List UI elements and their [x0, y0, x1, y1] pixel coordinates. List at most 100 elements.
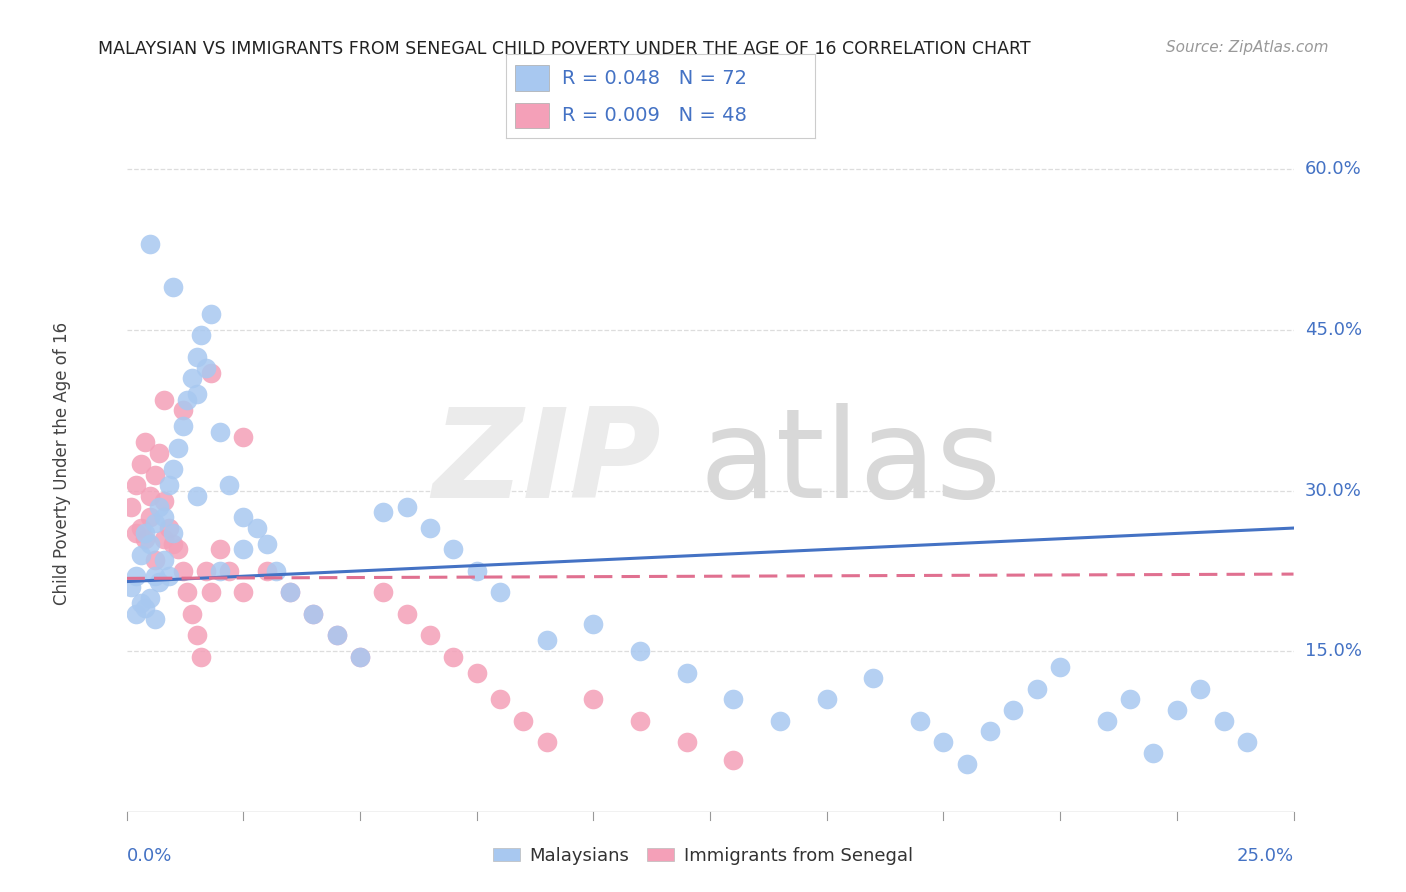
- Point: [153, 553, 176, 567]
- Point: [1212, 714, 1234, 728]
- Point: [395, 500, 418, 514]
- Point: [246, 521, 269, 535]
- Point: [723, 753, 745, 767]
- Point: [979, 724, 1001, 739]
- Point: [148, 500, 170, 514]
- Point: [582, 692, 605, 706]
- Point: [1166, 703, 1188, 717]
- Point: [278, 585, 301, 599]
- Point: [143, 467, 166, 482]
- Point: [208, 542, 231, 557]
- Point: [489, 692, 512, 706]
- Point: [125, 569, 148, 583]
- Point: [373, 505, 395, 519]
- Point: [373, 585, 395, 599]
- Point: [125, 607, 148, 621]
- Text: R = 0.009   N = 48: R = 0.009 N = 48: [562, 106, 747, 125]
- Point: [129, 596, 152, 610]
- Text: Child Poverty Under the Age of 16: Child Poverty Under the Age of 16: [53, 322, 72, 606]
- Point: [278, 585, 301, 599]
- Point: [180, 607, 202, 621]
- Point: [157, 521, 180, 535]
- Point: [148, 446, 170, 460]
- Point: [190, 328, 212, 343]
- Point: [264, 564, 287, 578]
- Point: [723, 692, 745, 706]
- Point: [157, 478, 180, 492]
- Point: [167, 542, 190, 557]
- Point: [200, 585, 222, 599]
- Point: [143, 516, 166, 530]
- Point: [139, 489, 162, 503]
- Point: [489, 585, 512, 599]
- Text: R = 0.048   N = 72: R = 0.048 N = 72: [562, 69, 747, 87]
- Point: [325, 628, 347, 642]
- Point: [186, 387, 208, 401]
- Text: 0.0%: 0.0%: [127, 847, 172, 864]
- Point: [628, 714, 651, 728]
- Point: [512, 714, 534, 728]
- Point: [134, 601, 156, 615]
- Text: 25.0%: 25.0%: [1236, 847, 1294, 864]
- Point: [186, 350, 208, 364]
- Point: [232, 542, 254, 557]
- Point: [1119, 692, 1142, 706]
- Point: [256, 564, 278, 578]
- Point: [302, 607, 325, 621]
- Point: [932, 735, 955, 749]
- Point: [1142, 746, 1164, 760]
- Point: [956, 756, 979, 771]
- Point: [815, 692, 838, 706]
- Point: [162, 526, 184, 541]
- Point: [349, 649, 371, 664]
- Point: [143, 553, 166, 567]
- Point: [139, 537, 162, 551]
- Point: [1049, 660, 1071, 674]
- Point: [180, 371, 202, 385]
- Point: [208, 564, 231, 578]
- Point: [143, 569, 166, 583]
- Point: [1095, 714, 1118, 728]
- Point: [582, 617, 605, 632]
- Point: [208, 425, 231, 439]
- Point: [134, 526, 156, 541]
- Point: [536, 633, 558, 648]
- Point: [218, 478, 240, 492]
- Point: [134, 435, 156, 450]
- Point: [908, 714, 931, 728]
- Point: [325, 628, 347, 642]
- Point: [172, 419, 194, 434]
- Point: [194, 360, 217, 375]
- Text: 15.0%: 15.0%: [1305, 642, 1361, 660]
- Text: atlas: atlas: [699, 403, 1001, 524]
- Text: MALAYSIAN VS IMMIGRANTS FROM SENEGAL CHILD POVERTY UNDER THE AGE OF 16 CORRELATI: MALAYSIAN VS IMMIGRANTS FROM SENEGAL CHI…: [98, 40, 1031, 58]
- Point: [162, 537, 184, 551]
- Point: [1236, 735, 1258, 749]
- Point: [162, 280, 184, 294]
- Point: [125, 526, 148, 541]
- Point: [190, 649, 212, 664]
- Text: 30.0%: 30.0%: [1305, 482, 1361, 500]
- Point: [675, 735, 697, 749]
- Point: [441, 542, 464, 557]
- Point: [675, 665, 697, 680]
- Point: [176, 585, 198, 599]
- Point: [153, 392, 176, 407]
- Text: Source: ZipAtlas.com: Source: ZipAtlas.com: [1166, 40, 1329, 55]
- Point: [1025, 681, 1047, 696]
- Point: [153, 494, 176, 508]
- Point: [172, 403, 194, 417]
- Point: [134, 532, 156, 546]
- Point: [139, 591, 162, 605]
- Point: [862, 671, 884, 685]
- Point: [120, 580, 142, 594]
- Point: [536, 735, 558, 749]
- Point: [1189, 681, 1212, 696]
- Point: [769, 714, 792, 728]
- Point: [232, 430, 254, 444]
- Point: [167, 441, 190, 455]
- Point: [628, 644, 651, 658]
- Point: [162, 462, 184, 476]
- Point: [176, 392, 198, 407]
- Text: ZIP: ZIP: [432, 403, 661, 524]
